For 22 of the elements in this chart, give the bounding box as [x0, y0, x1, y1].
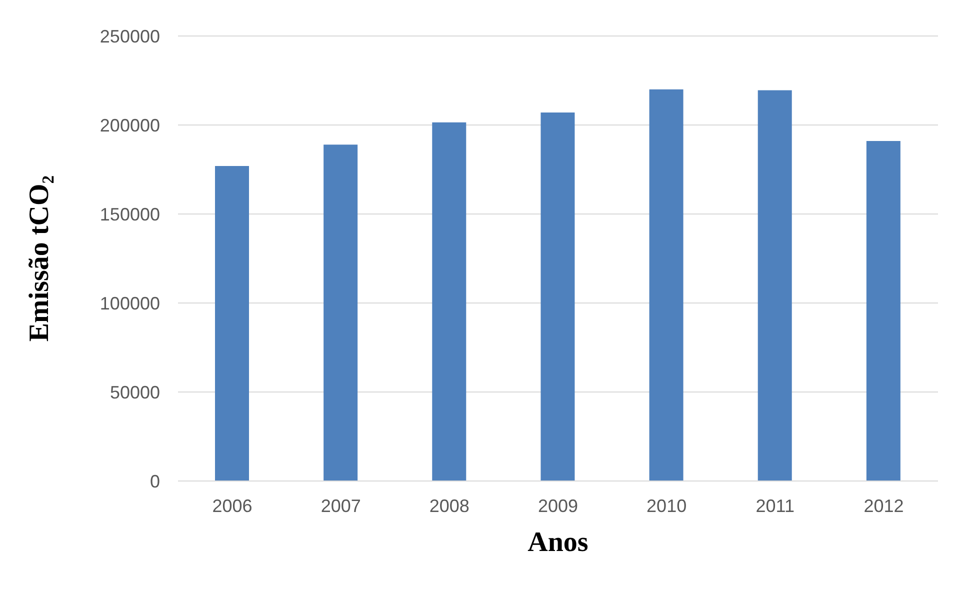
- y-tick-label: 200000: [100, 115, 160, 136]
- y-tick-label: 50000: [110, 382, 160, 402]
- x-tick-label: 2009: [538, 496, 578, 516]
- bar: [432, 122, 466, 481]
- x-axis-title: Anos: [528, 527, 588, 558]
- bar: [324, 144, 358, 481]
- bar: [866, 141, 900, 481]
- x-tick-label: 2007: [320, 496, 361, 516]
- y-tick-label: 250000: [100, 26, 160, 46]
- bar: [649, 89, 684, 481]
- y-axis-title: Emissão tCO₂: [24, 175, 55, 342]
- x-tick-label: 2011: [756, 496, 794, 516]
- y-tick-label: 0: [150, 471, 160, 492]
- bar: [215, 166, 249, 481]
- x-tick-label: 2006: [212, 496, 252, 516]
- bar: [758, 90, 792, 481]
- y-tick-label: 100000: [100, 293, 160, 314]
- x-tick-label: 2012: [864, 496, 904, 516]
- x-tick-label: 2010: [646, 496, 687, 516]
- x-tick-label: 2008: [429, 496, 470, 516]
- y-tick-label: 150000: [100, 204, 160, 224]
- bar: [540, 112, 575, 481]
